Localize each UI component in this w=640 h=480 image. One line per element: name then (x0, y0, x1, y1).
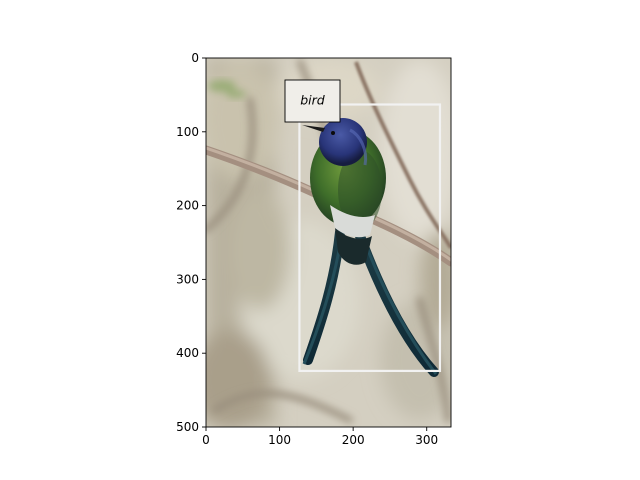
bird-label-text: bird (300, 93, 325, 108)
y-tick-label: 100 (176, 125, 199, 139)
y-tick-label: 0 (191, 51, 199, 65)
axes-frame (205, 57, 452, 428)
y-tick-label: 200 (176, 199, 199, 213)
bird-label-box (284, 79, 341, 123)
bird-bounding-box (298, 103, 442, 373)
x-tick-label: 0 (202, 433, 210, 447)
x-tick-label: 300 (415, 433, 438, 447)
bird-label-tag: bird (284, 79, 341, 123)
y-tick-label: 300 (176, 272, 199, 286)
x-tick-label: 200 (342, 433, 365, 447)
axes: 0 100 200 300 0 100 200 300 400 500 (176, 51, 452, 447)
y-tick-label: 500 (176, 420, 199, 434)
y-tick-label: 400 (176, 346, 199, 360)
x-tick-label: 100 (268, 433, 291, 447)
